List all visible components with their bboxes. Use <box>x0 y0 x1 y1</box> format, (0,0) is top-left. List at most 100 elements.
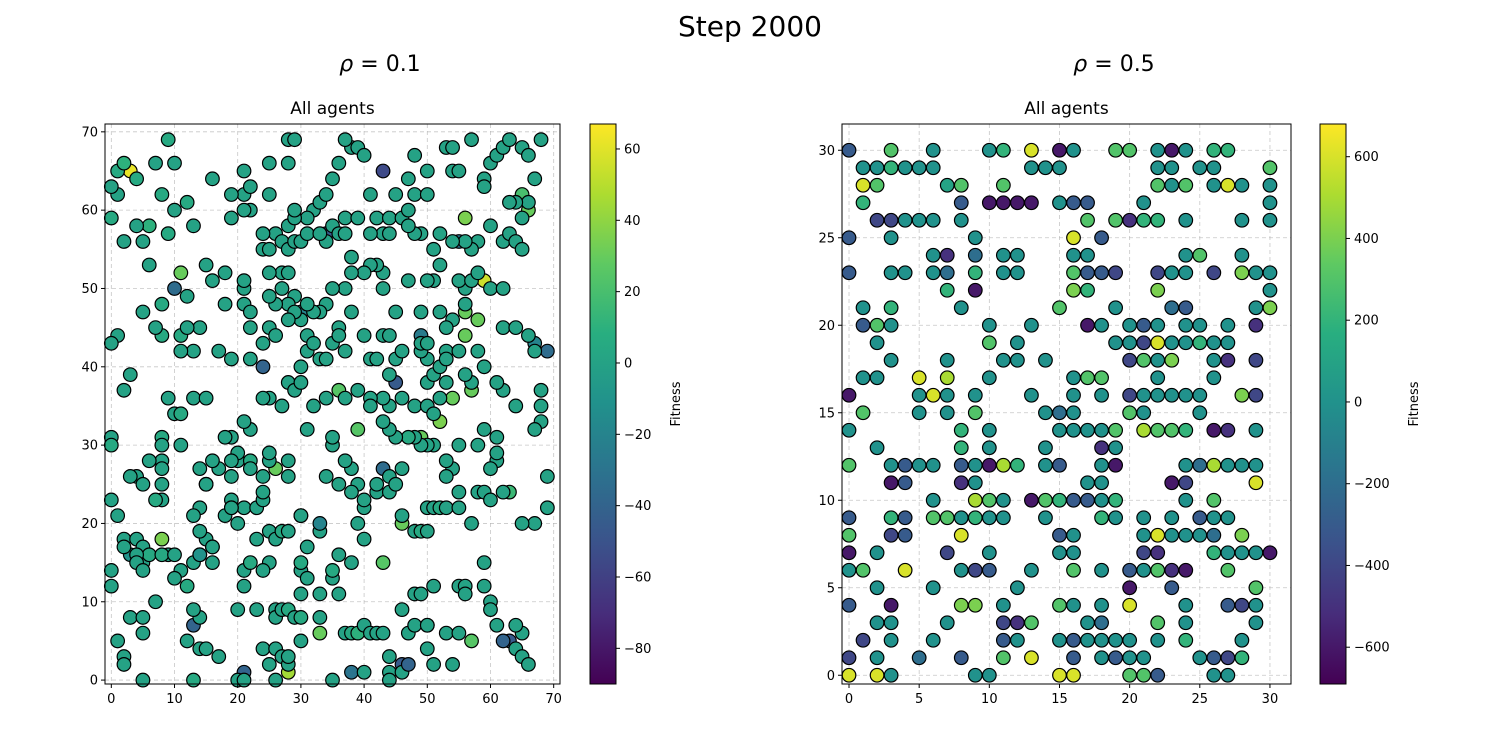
agent-point <box>869 177 885 193</box>
agent-point <box>236 273 252 289</box>
agent-point <box>255 335 271 351</box>
agent-point <box>1052 667 1067 683</box>
agent-point <box>855 160 871 176</box>
agent-point <box>841 650 857 666</box>
agent-point <box>381 328 397 343</box>
agent-point <box>274 398 290 414</box>
agent-point <box>167 202 182 218</box>
agent-point <box>495 484 511 500</box>
figure-title: Step 2000 <box>678 10 822 43</box>
agent-point <box>953 195 969 211</box>
agent-point <box>1234 265 1250 281</box>
agent-point <box>451 273 467 289</box>
x-tick-label: 15 <box>1051 692 1068 707</box>
agent-point <box>883 597 899 613</box>
agent-point <box>344 555 359 571</box>
agent-point <box>533 132 549 148</box>
agent-point <box>1248 265 1264 281</box>
agent-point <box>981 370 997 386</box>
agent-point <box>249 531 265 547</box>
agent-point <box>217 429 233 445</box>
agent-point <box>953 597 969 613</box>
agent-point <box>331 328 347 343</box>
agent-point <box>148 492 163 508</box>
agent-point <box>426 578 442 594</box>
agent-point <box>939 370 955 386</box>
agent-point <box>141 218 157 234</box>
agent-point <box>925 492 941 508</box>
agent-point <box>318 187 334 202</box>
agent-point <box>1094 370 1109 386</box>
colorbar-tick-label: −200 <box>1354 477 1390 492</box>
agent-point <box>223 351 239 367</box>
agent-point <box>331 476 347 492</box>
agent-point <box>1066 650 1081 666</box>
agent-point <box>1262 177 1278 193</box>
agent-point <box>1038 352 1053 368</box>
agent-point <box>1122 597 1138 613</box>
agent-point <box>869 650 885 666</box>
agent-point <box>1052 492 1067 508</box>
agent-point <box>939 387 955 403</box>
agent-point <box>223 187 239 202</box>
agent-point <box>1080 247 1095 263</box>
agent-point <box>173 265 189 281</box>
agent-point <box>995 492 1011 508</box>
agent-point <box>539 343 555 359</box>
agent-point <box>419 641 435 657</box>
colorbar-tick-label: 600 <box>1354 150 1379 165</box>
agent-point <box>514 241 530 257</box>
y-tick-label: 40 <box>81 360 98 375</box>
agent-point <box>1206 142 1222 158</box>
agent-point <box>337 226 353 242</box>
agent-point <box>1066 597 1081 613</box>
agent-point <box>198 476 214 492</box>
agent-point <box>103 437 119 453</box>
agent-point <box>457 296 473 312</box>
agent-point <box>167 281 182 296</box>
agent-point <box>261 241 277 257</box>
agent-point <box>331 547 347 563</box>
agent-point <box>855 562 871 578</box>
agent-point <box>306 398 321 414</box>
agent-point <box>925 142 941 158</box>
agent-point <box>981 142 997 158</box>
agent-point <box>331 586 347 602</box>
agent-point <box>1136 650 1152 666</box>
agent-point <box>388 476 404 492</box>
agent-point <box>451 484 467 500</box>
agent-point <box>1066 667 1081 683</box>
agent-point <box>1234 247 1250 263</box>
agent-point <box>375 390 391 406</box>
agent-point <box>1136 212 1152 228</box>
agent-point <box>967 457 983 473</box>
agent-point <box>1108 457 1124 473</box>
agent-point <box>413 586 429 602</box>
agent-point <box>103 492 119 508</box>
agent-point <box>255 484 271 500</box>
agent-point <box>407 187 423 202</box>
agent-point <box>897 212 913 228</box>
agent-point <box>1122 212 1138 228</box>
agent-point <box>1080 492 1095 508</box>
agent-point <box>1178 177 1194 193</box>
y-tick-label: 60 <box>81 204 98 219</box>
agent-point <box>1136 527 1152 543</box>
agent-point <box>381 649 397 664</box>
agent-point <box>356 265 372 281</box>
agent-point <box>318 390 334 406</box>
agent-point <box>483 461 498 477</box>
agent-point <box>1150 352 1166 368</box>
agent-point <box>981 317 997 333</box>
agent-point <box>1150 422 1166 438</box>
agent-point <box>1066 387 1081 403</box>
agent-point <box>476 179 492 195</box>
agent-point <box>883 142 899 158</box>
agent-point <box>312 625 328 641</box>
agent-point <box>419 335 435 351</box>
agent-point <box>255 359 271 375</box>
agent-point <box>1024 142 1039 158</box>
agent-point <box>1164 527 1180 543</box>
agent-point <box>1080 370 1095 386</box>
agent-point <box>841 142 857 158</box>
